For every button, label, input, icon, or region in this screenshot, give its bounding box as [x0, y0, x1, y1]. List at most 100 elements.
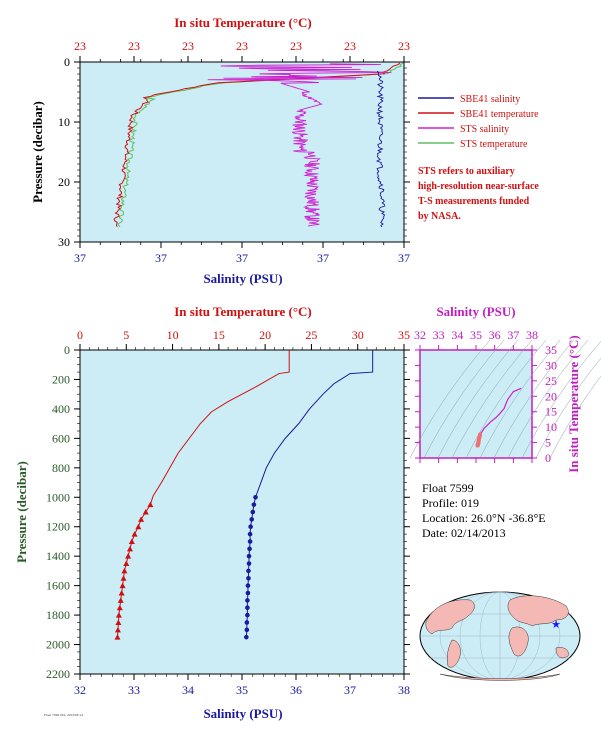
salinity-marker — [246, 575, 251, 581]
top-series-sts-temperature — [117, 62, 404, 228]
main-pressure-tick-label: 600 — [52, 431, 70, 445]
ts-salinity-tick-label: 33 — [433, 328, 445, 342]
top-pressure-tick-label: 10 — [58, 115, 70, 129]
temperature-marker — [125, 553, 132, 559]
ts-temperature-axis-label: In situ Temperature (°C) — [566, 335, 581, 473]
top-pressure-tick-label: 0 — [64, 55, 70, 69]
temperature-marker — [138, 516, 145, 522]
main-salinity-axis-label: Salinity (PSU) — [203, 706, 282, 721]
ts-salinity-axis-title: Salinity (PSU) — [436, 304, 515, 319]
top-salinity-tick-label: 37 — [317, 251, 329, 265]
temperature-marker — [116, 604, 123, 611]
main-pressure-tick-label: 0 — [64, 343, 70, 357]
ts-temperature-tick-label: 15 — [545, 405, 557, 419]
salinity-marker — [247, 531, 253, 537]
profile-number: Profile: 019 — [422, 496, 479, 510]
top-temperature-axis-title: In situ Temperature (°C) — [174, 15, 312, 30]
top-salinity-tick-label: 37 — [398, 251, 410, 265]
ts-density-contour — [549, 375, 601, 459]
ts-temperature-tick-label: 0 — [545, 451, 551, 465]
temperature-marker — [121, 567, 128, 574]
legend-label-sts-salinity: STS salinity — [460, 124, 509, 135]
ts-density-contour — [451, 339, 533, 459]
legend-label-sts-temperature: STS temperature — [460, 139, 528, 150]
ts-density-contour — [409, 339, 491, 459]
legend-label-sbe41-salinity: SBE41 salinity — [460, 94, 520, 105]
ts-density-contour — [465, 339, 547, 459]
temperature-marker — [119, 582, 126, 589]
temperature-marker — [120, 575, 127, 581]
main-temperature-tick-label: 30 — [352, 328, 364, 342]
main-pressure-tick-label: 200 — [52, 372, 70, 386]
top-temperature-tick-label: 23 — [290, 39, 302, 53]
top-temperature-tick-label: 23 — [128, 39, 140, 53]
salinity-marker — [250, 509, 256, 515]
top-salinity-tick-label: 37 — [155, 251, 167, 265]
temperature-marker — [118, 590, 125, 596]
main-chart: In situ Temperature (°C) 0 5 10 15 20 25 30 35 … — [14, 304, 410, 721]
sts-note-line: high-resolution near-surface — [418, 181, 539, 192]
top-pressure-axis-label: Pressure (decibar) — [30, 101, 45, 203]
top-salinity-axis-label: Salinity (PSU) — [203, 271, 282, 286]
main-temperature-tick-label: 25 — [305, 328, 317, 342]
main-pressure-tick-label: 1600 — [46, 579, 70, 593]
top-temperature-tick-label: 23 — [236, 39, 248, 53]
float-location-star-icon: ★ — [551, 619, 561, 631]
temperature-marker — [114, 634, 121, 640]
temperature-marker — [114, 626, 121, 633]
ts-profile-marker — [475, 443, 480, 448]
map-land — [425, 595, 569, 681]
salinity-marker — [245, 598, 250, 603]
temperature-marker — [115, 612, 122, 618]
main-salinity-tick-label: 35 — [236, 683, 248, 697]
top-pressure-tick-label: 20 — [58, 175, 70, 189]
ts-density-contour — [521, 340, 601, 459]
temperature-marker — [142, 509, 149, 515]
temperature-marker — [117, 597, 124, 603]
ts-density-contour — [493, 339, 575, 459]
ts-plot-area — [419, 349, 533, 459]
main-temperature-axis-title: In situ Temperature (°C) — [174, 304, 312, 319]
ts-temperature-tick-label: 20 — [545, 389, 557, 403]
main-pressure-tick-label: 400 — [52, 402, 70, 416]
ts-salinity-tick-label: 36 — [489, 328, 501, 342]
salinity-marker — [246, 568, 251, 574]
ts-temperature-tick-label: 5 — [545, 436, 551, 450]
float-id: Float 7599 — [422, 481, 474, 495]
main-pressure-tick-label: 1200 — [46, 520, 70, 534]
ts-density-contour — [507, 339, 589, 459]
salinity-marker — [244, 627, 250, 633]
main-temperature-tick-label: 15 — [213, 328, 225, 342]
main-pressure-tick-label: 2200 — [46, 667, 70, 681]
float-info: Float 7599 Profile: 019 Location: 26.0°N… — [422, 481, 546, 540]
main-temperature-tick-label: 0 — [77, 328, 83, 342]
date: Date: 02/14/2013 — [422, 526, 506, 540]
temperature-marker — [147, 501, 154, 508]
salinity-marker — [253, 494, 258, 500]
salinity-marker — [244, 634, 249, 640]
ts-salinity-tick-label: 32 — [414, 328, 426, 342]
temperature-marker — [128, 538, 135, 544]
top-temperature-tick-label: 23 — [182, 39, 194, 53]
ts-salinity-tick-label: 38 — [526, 328, 538, 342]
main-salinity-tick-label: 36 — [290, 683, 302, 697]
world-map: ★ — [419, 591, 581, 681]
ts-temperature-tick-label: 25 — [545, 374, 557, 388]
sts-note: STS refers to auxiliary high-resolution … — [418, 166, 539, 222]
main-salinity-tick-label: 37 — [344, 683, 356, 697]
sts-note-line: T-S measurements funded — [418, 196, 530, 207]
main-temperature-tick-label: 20 — [259, 328, 271, 342]
main-temperature-tick-label: 10 — [167, 328, 179, 342]
top-temperature-tick-label: 23 — [74, 39, 86, 53]
ts-temperature-tick-label: 35 — [545, 343, 557, 357]
main-temperature-tick-label: 35 — [398, 328, 410, 342]
temperature-marker — [115, 619, 122, 625]
top-plot-area — [79, 61, 405, 243]
main-pressure-tick-label: 1800 — [46, 608, 70, 622]
main-pressure-tick-label: 800 — [52, 461, 70, 475]
salinity-marker — [245, 590, 251, 596]
ts-salinity-tick-label: 35 — [470, 328, 482, 342]
temperature-marker — [135, 523, 142, 530]
